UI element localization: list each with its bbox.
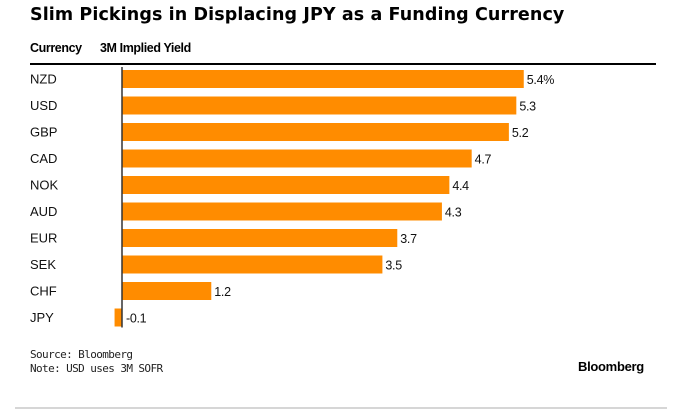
bar [122, 176, 450, 194]
bar [122, 202, 442, 221]
category-label: NOK [30, 178, 59, 193]
category-label: EUR [30, 231, 57, 246]
category-label: CHF [30, 284, 57, 299]
bar-chart: NZD 5.4% USD 5.3 GBP 5.2 CAD 4.7 NOK 4.4 AUD 4.3 EUR… [30, 67, 555, 328]
bar [114, 308, 122, 327]
category-label: CAD [30, 151, 57, 166]
bar-row-chf: CHF 1.2 [30, 282, 231, 300]
bar-row-sek: SEK 3.5 [30, 255, 403, 274]
column-header-yield: 3M Implied Yield [100, 41, 191, 55]
value-label: 3.7 [400, 232, 417, 246]
category-label: AUD [30, 204, 57, 219]
bloomberg-logo: Bloomberg [578, 359, 644, 374]
bar-row-jpy: JPY -0.1 [30, 308, 147, 327]
value-label: 5.2 [512, 126, 529, 140]
bar [122, 149, 472, 168]
footnote: Note: USD uses 3M SOFR [30, 362, 163, 375]
bar [122, 123, 509, 141]
bar [122, 96, 517, 115]
category-label: GBP [30, 125, 57, 140]
bar-row-nzd: NZD 5.4% [30, 70, 555, 88]
bar-row-usd: USD 5.3 [30, 96, 536, 115]
bar [122, 282, 212, 300]
chart-title: Slim Pickings in Displacing JPY as a Fun… [30, 5, 565, 25]
value-label: 4.4 [452, 179, 469, 193]
bar [122, 255, 383, 274]
category-label: NZD [30, 72, 57, 87]
value-label: 1.2 [214, 285, 231, 299]
category-label: JPY [30, 310, 54, 325]
value-label: 5.4% [527, 73, 554, 87]
bar-row-gbp: GBP 5.2 [30, 123, 529, 141]
bar-row-eur: EUR 3.7 [30, 229, 417, 247]
value-label: 4.7 [475, 153, 492, 167]
category-label: USD [30, 98, 57, 113]
bar [122, 229, 398, 247]
source-note: Source: Bloomberg [30, 348, 133, 361]
value-label: -0.1 [126, 312, 147, 326]
column-header-currency: Currency [30, 41, 82, 55]
bar-row-aud: AUD 4.3 [30, 202, 462, 221]
bar-row-cad: CAD 4.7 [30, 149, 492, 168]
bar-row-nok: NOK 4.4 [30, 176, 469, 194]
value-label: 3.5 [385, 259, 402, 273]
value-label: 5.3 [519, 100, 536, 114]
header-rule [30, 63, 656, 65]
bar [122, 70, 524, 88]
category-label: SEK [30, 257, 56, 272]
value-label: 4.3 [445, 206, 462, 220]
footer-divider [15, 407, 667, 409]
